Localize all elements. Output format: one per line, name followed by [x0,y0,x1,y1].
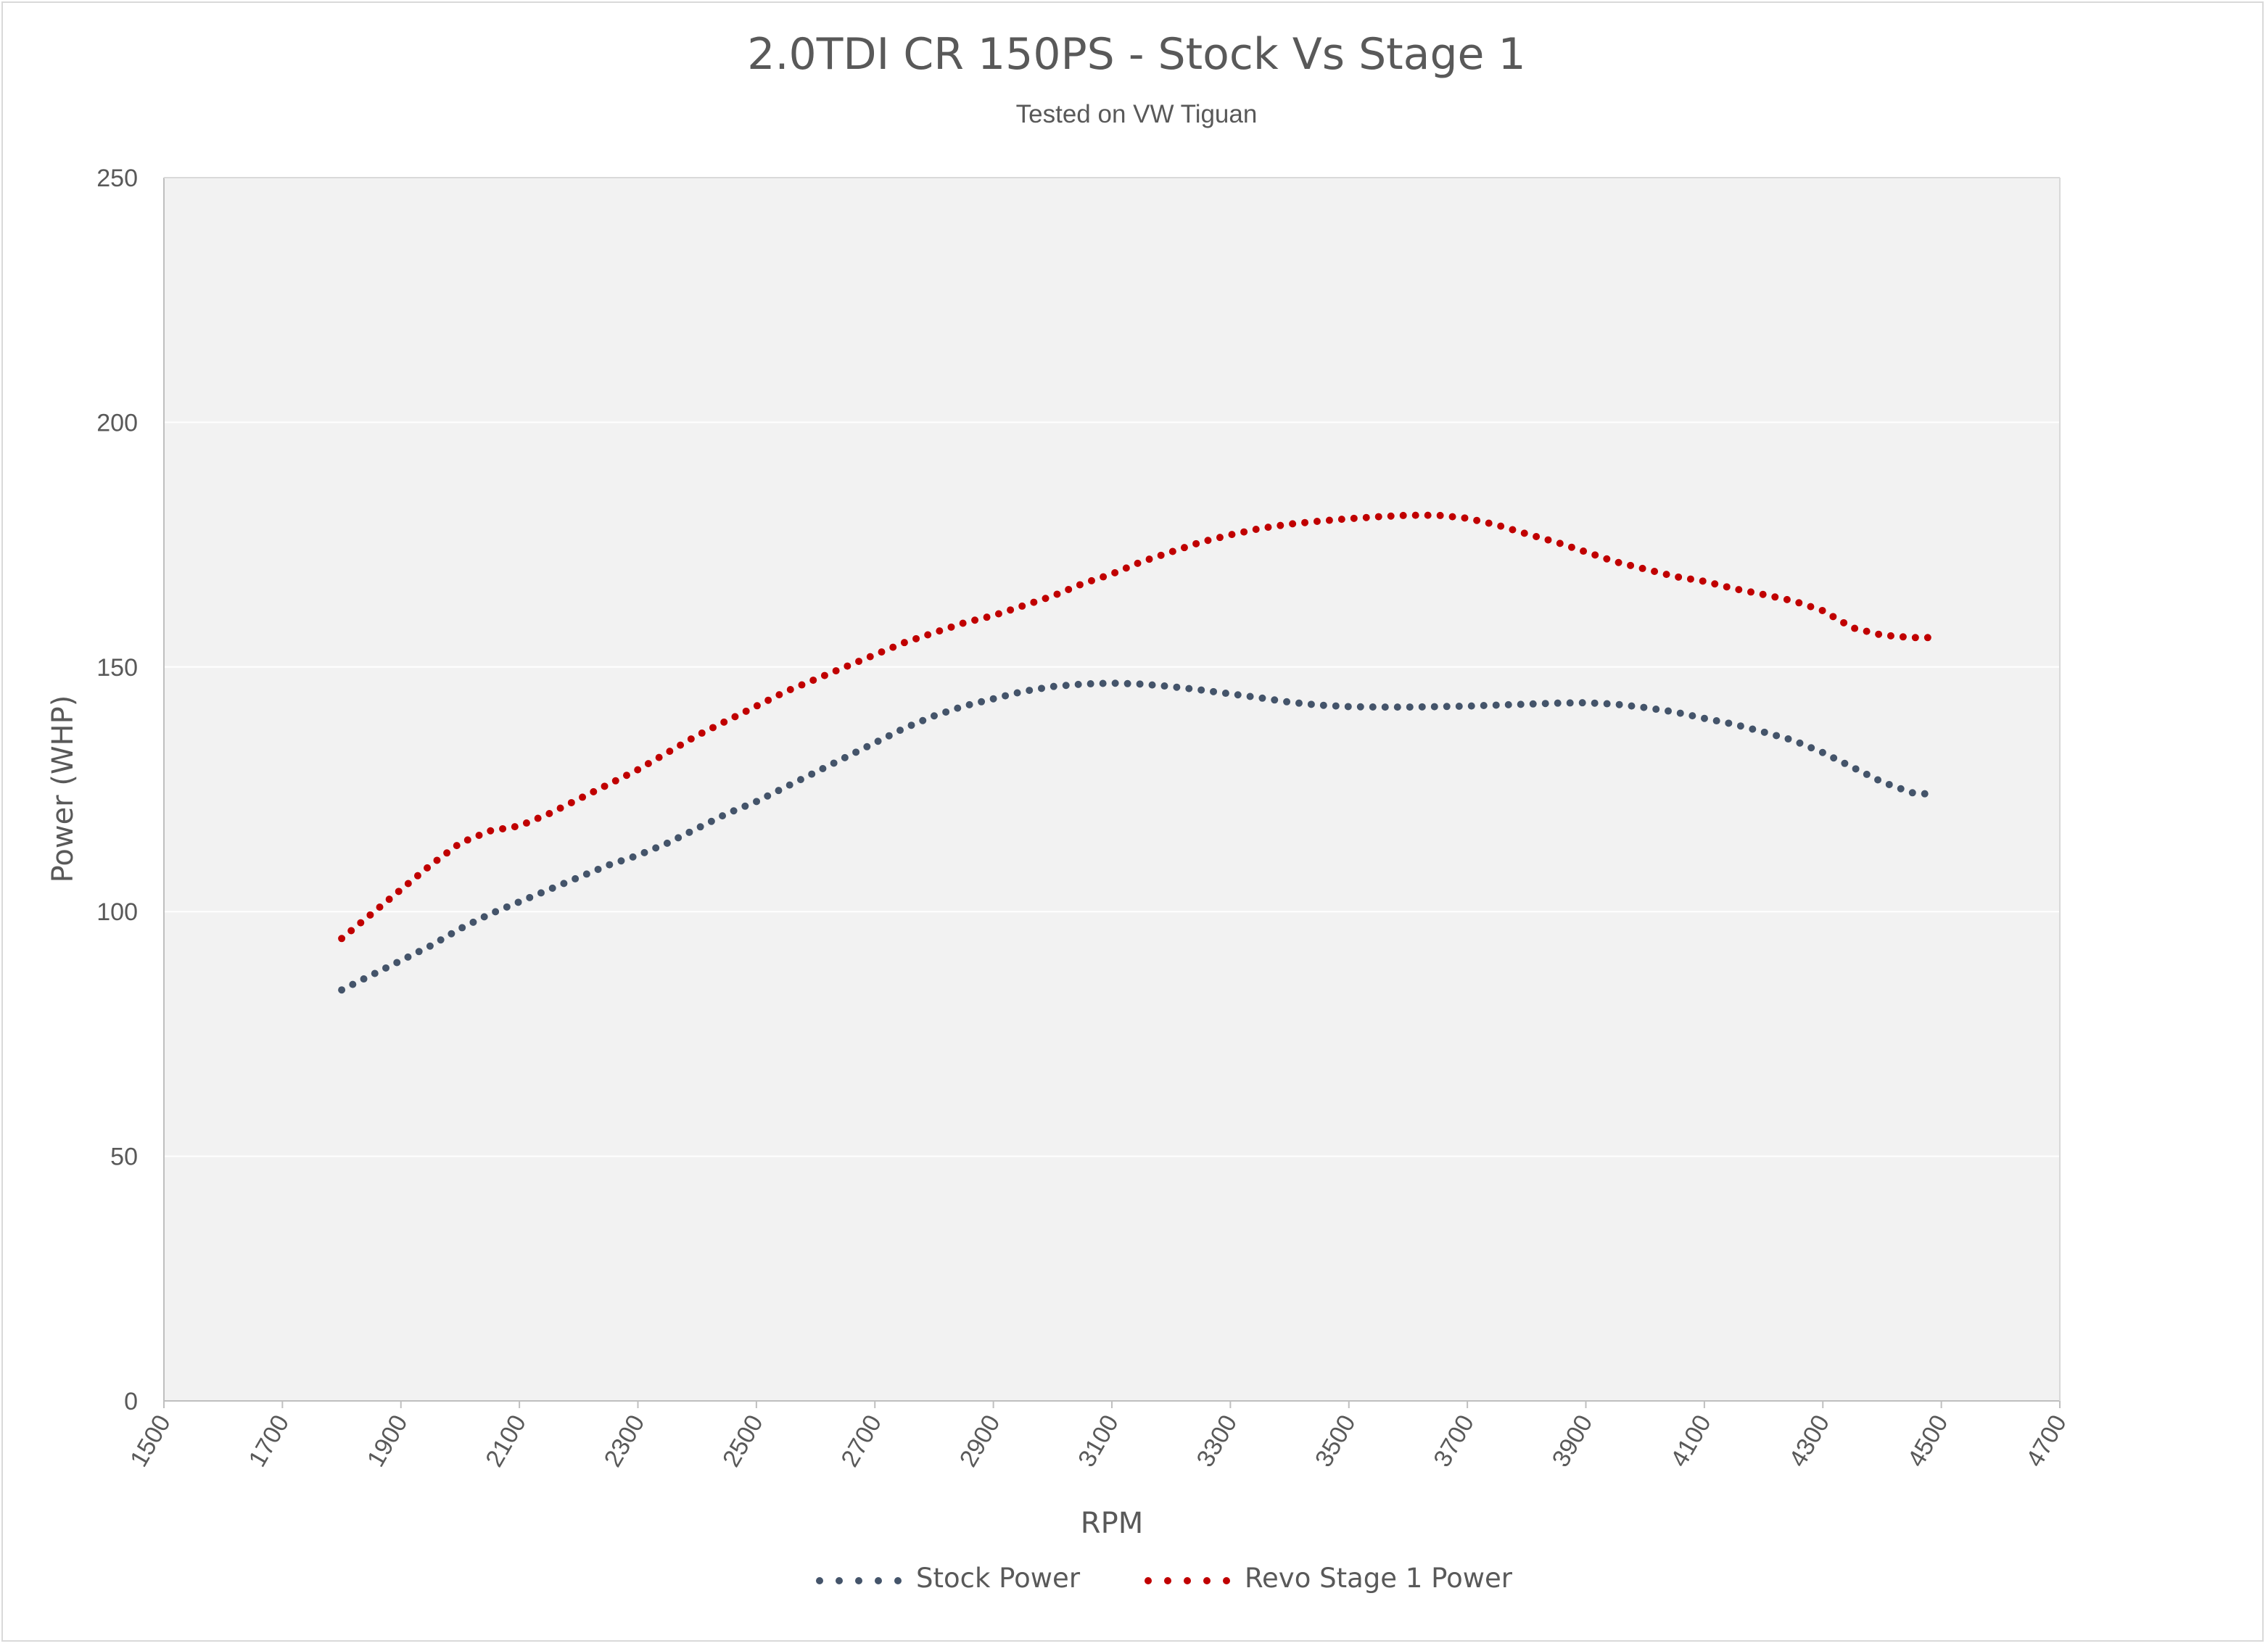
y-tick-150: 150 [96,654,138,682]
x-axis-label: RPM [1081,1507,1143,1540]
x-tick-2700: 2700 [836,1410,887,1472]
y-tick-0: 0 [124,1388,138,1415]
x-tick-4700: 4700 [2021,1410,2072,1472]
series-layer [338,511,1934,994]
x-tick-2100: 2100 [480,1410,532,1472]
x-tick-3900: 3900 [1547,1410,1599,1472]
legend-label-stock: Stock Power [916,1563,1081,1594]
legend: Stock Power Revo Stage 1 Power [816,1563,1513,1594]
x-tick-3100: 3100 [1073,1410,1124,1472]
y-axis-label: Power (WHP) [46,695,80,883]
y-tick-200: 200 [96,409,138,437]
x-tick-1500: 1500 [125,1410,176,1472]
chart-title: 2.0TDI CR 150PS - Stock Vs Stage 1 [747,29,1525,80]
y-tick-250: 250 [96,165,138,192]
x-tick-3700: 3700 [1428,1410,1480,1472]
x-tick-2500: 2500 [717,1410,769,1472]
x-tick-1900: 1900 [362,1410,413,1472]
y-tick-100: 100 [96,898,138,926]
y-tick-50: 50 [110,1143,138,1171]
x-tick-4100: 4100 [1665,1410,1717,1472]
y-tick-labels: 0 50 100 150 200 250 [96,165,138,1415]
x-tick-1700: 1700 [244,1410,295,1472]
legend-item-stage1: Revo Stage 1 Power [1145,1563,1513,1594]
x-tick-4300: 4300 [1784,1410,1835,1472]
x-tick-4500: 4500 [1902,1410,1954,1472]
x-tick-3300: 3300 [1192,1410,1243,1472]
x-tick-2900: 2900 [954,1410,1006,1472]
series-line-stock [338,679,1934,994]
plot-area [164,178,2060,1401]
x-tick-2300: 2300 [599,1410,651,1472]
chart-subtitle: Tested on VW Tiguan [1016,100,1258,128]
legend-label-stage1: Revo Stage 1 Power [1245,1563,1513,1594]
x-tick-3500: 3500 [1310,1410,1361,1472]
x-tick-labels: 1500 1700 1900 2100 2300 2500 2700 2900 3100 3300… [125,1401,2072,1472]
legend-item-stock: Stock Power [816,1563,1081,1594]
